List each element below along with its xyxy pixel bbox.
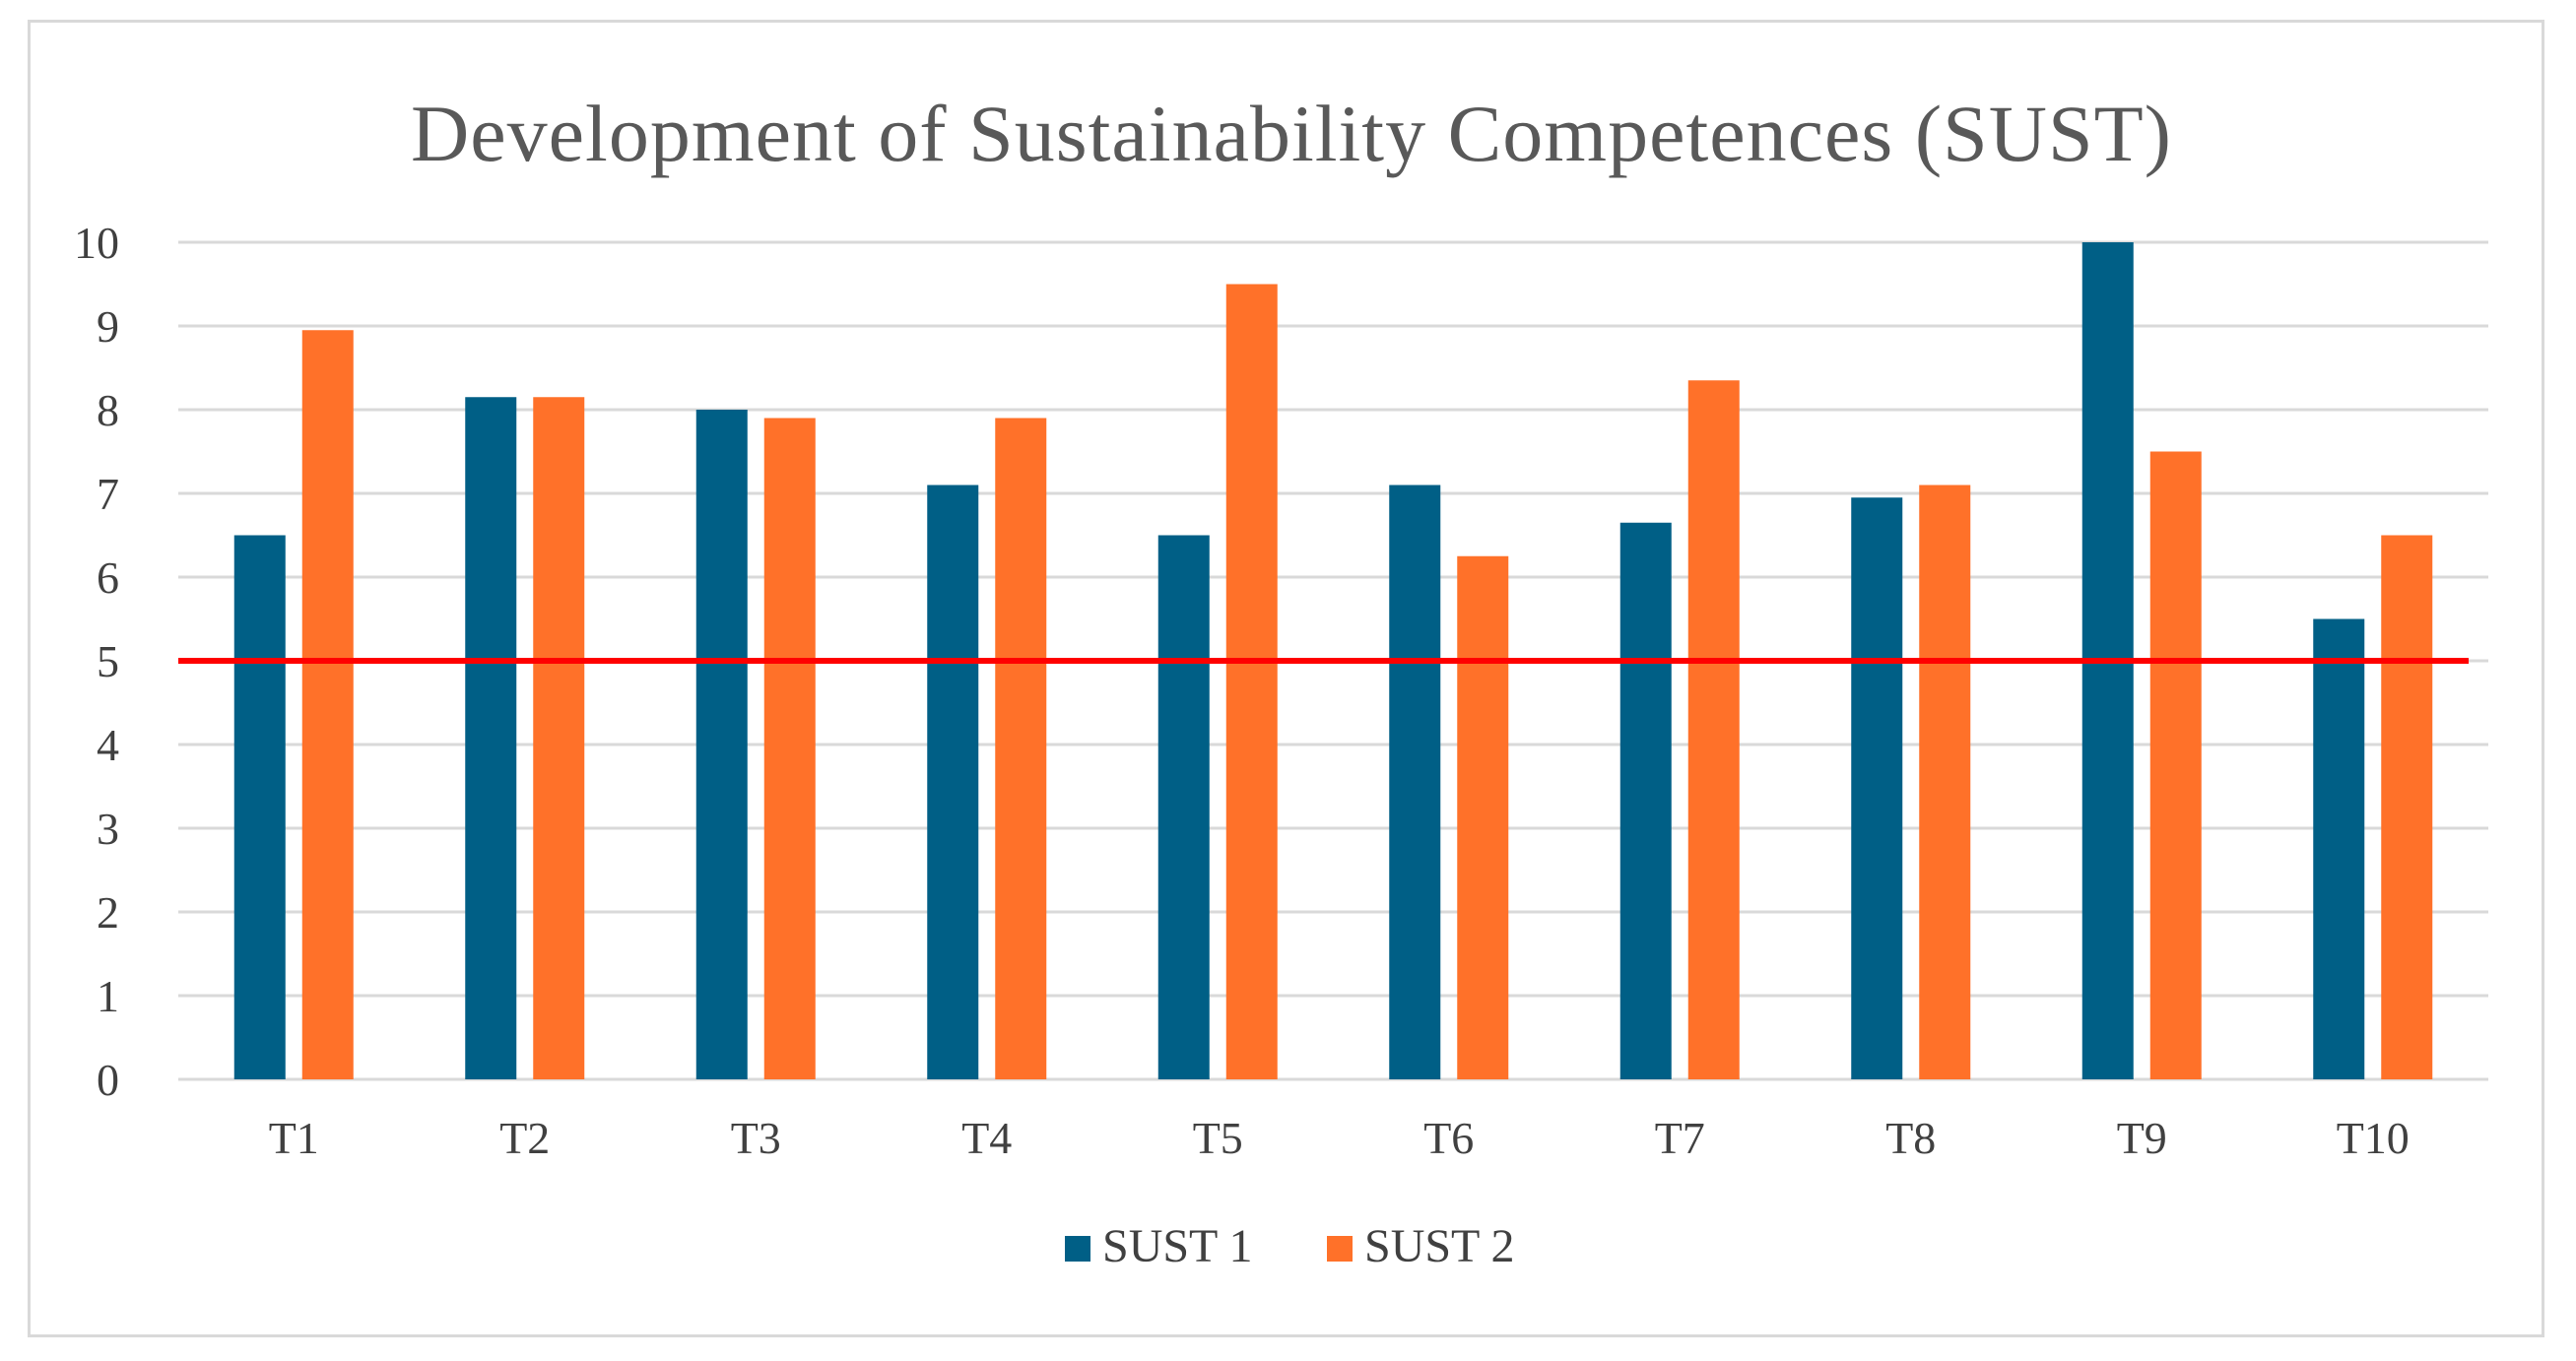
x-axis-ticks: T1 T2 T3 T4 T5 T6 T7 T8 T9 T10 xyxy=(269,1113,2410,1163)
bar-sust-1-t3 xyxy=(695,410,748,1079)
bar-sust-2-t8 xyxy=(1919,485,1971,1079)
bar-sust-2-t1 xyxy=(301,330,354,1079)
bar-sust-2-t9 xyxy=(2149,451,2202,1079)
x-tick-label: T2 xyxy=(499,1113,550,1163)
y-tick-label: 0 xyxy=(97,1055,119,1105)
y-tick-label: 3 xyxy=(97,804,119,854)
y-axis-ticks: 0 1 2 3 4 5 6 7 8 9 10 xyxy=(74,218,119,1105)
x-tick-label: T4 xyxy=(961,1113,1012,1163)
x-tick-label: T1 xyxy=(269,1113,319,1163)
legend-label: SUST 2 xyxy=(1364,1220,1515,1272)
y-tick-label: 5 xyxy=(97,636,119,686)
bar-sust-1-t2 xyxy=(465,397,517,1079)
bars xyxy=(233,242,2433,1079)
bar-sust-2-t2 xyxy=(533,397,585,1079)
y-tick-label: 1 xyxy=(97,971,119,1021)
bar-sust-2-t5 xyxy=(1225,284,1278,1079)
y-tick-label: 2 xyxy=(97,887,119,938)
y-tick-label: 6 xyxy=(97,552,119,603)
bar-sust-1-t5 xyxy=(1157,535,1210,1079)
legend-label: SUST 1 xyxy=(1102,1220,1253,1272)
y-tick-label: 7 xyxy=(97,469,119,519)
bar-sust-1-t8 xyxy=(1851,497,1903,1079)
bar-sust-2-t10 xyxy=(2381,535,2433,1079)
x-tick-label: T10 xyxy=(2337,1113,2410,1163)
bar-chart: Development of Sustainability Competence… xyxy=(74,89,2488,1272)
legend: SUST 1 SUST 2 xyxy=(1065,1220,1515,1272)
bar-sust-1-t6 xyxy=(1389,485,1441,1079)
legend-swatch xyxy=(1065,1236,1090,1262)
bar-sust-1-t4 xyxy=(927,485,979,1079)
y-tick-label: 4 xyxy=(97,720,119,770)
bar-sust-1-t7 xyxy=(1619,522,1672,1079)
x-tick-label: T3 xyxy=(731,1113,781,1163)
bar-sust-2-t4 xyxy=(995,418,1047,1079)
bar-sust-2-t6 xyxy=(1457,555,1509,1079)
bar-sust-2-t7 xyxy=(1687,380,1740,1079)
y-tick-label: 10 xyxy=(74,218,119,268)
legend-swatch xyxy=(1327,1236,1353,1262)
x-tick-label: T7 xyxy=(1655,1113,1705,1163)
x-tick-label: T9 xyxy=(2117,1113,2167,1163)
x-tick-label: T6 xyxy=(1423,1113,1474,1163)
y-tick-label: 9 xyxy=(97,301,119,352)
chart-title: Development of Sustainability Competence… xyxy=(411,89,2172,178)
x-tick-label: T5 xyxy=(1193,1113,1243,1163)
x-tick-label: T8 xyxy=(1885,1113,1936,1163)
bar-sust-2-t3 xyxy=(763,418,816,1079)
bar-sust-1-t1 xyxy=(233,535,286,1079)
bar-sust-1-t10 xyxy=(2313,618,2365,1079)
chart-frame: Development of Sustainability Competence… xyxy=(28,20,2544,1337)
y-tick-label: 8 xyxy=(97,385,119,435)
